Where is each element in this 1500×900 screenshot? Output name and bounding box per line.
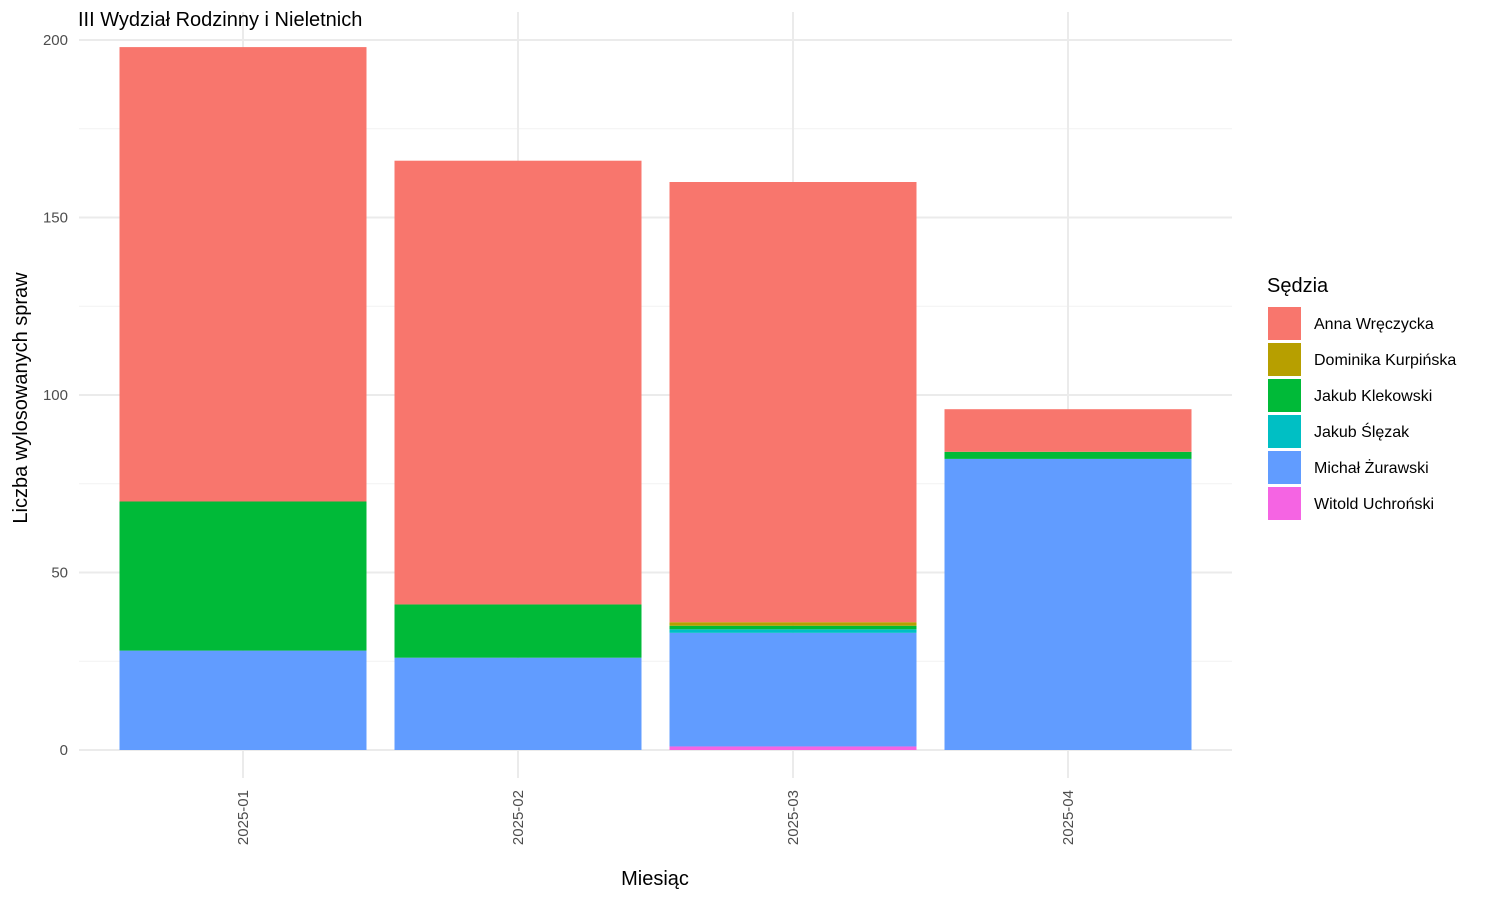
x-axis-ticks: 2025-01 2025-02 2025-03 2025-04 [235, 790, 1077, 845]
bar-segment-2025-03-jakub-klekowski [669, 625, 917, 630]
legend-label-jakub-klekowski: Jakub Klekowski [1314, 388, 1432, 405]
legend-key-dominika-kurpi-ska [1268, 343, 1301, 376]
legend: Sędzia Anna Wręczycka Dominika Kurpińska J… [1267, 275, 1456, 520]
y-tick-label: 150 [43, 210, 68, 227]
chart-title: III Wydział Rodzinny i Nieletnich [78, 9, 362, 31]
legend-label-micha-urawski: Michał Żurawski [1314, 458, 1429, 477]
y-tick-label: 50 [51, 565, 68, 582]
bar-segment-2025-02-micha-urawski [394, 657, 642, 750]
bar-segment-2025-04-jakub-klekowski [944, 451, 1192, 459]
bar-segment-2025-02-anna-wr-czycka [394, 160, 642, 605]
y-tick-label: 0 [60, 742, 68, 759]
y-axis-ticks: 0 50 100 150 200 [43, 32, 68, 759]
bar-segment-2025-03-dominika-kurpi-ska [669, 622, 917, 626]
bar-segment-2025-04-anna-wr-czycka [944, 409, 1192, 452]
legend-key-micha-urawski [1268, 451, 1301, 484]
bar-segment-2025-04-micha-urawski [944, 458, 1192, 750]
bar-segment-2025-01-anna-wr-czycka [119, 47, 367, 502]
legend-key-jakub-l-zak [1268, 415, 1301, 448]
bar-segment-2025-02-jakub-klekowski [394, 604, 642, 658]
legend-label-dominika-kurpi-ska: Dominika Kurpińska [1314, 352, 1456, 369]
legend-label-anna-wr-czycka: Anna Wręczycka [1314, 316, 1434, 333]
y-tick-label: 100 [43, 387, 68, 404]
x-tick-label: 2025-02 [510, 790, 527, 845]
legend-label-jakub-l-zak: Jakub Ślęzak [1314, 422, 1410, 441]
legend-key-jakub-klekowski [1268, 379, 1301, 412]
bar-segment-2025-01-micha-urawski [119, 650, 367, 750]
x-tick-label: 2025-04 [1060, 790, 1077, 845]
bar-segment-2025-03-jakub-l-zak [669, 629, 917, 633]
x-tick-label: 2025-03 [785, 790, 802, 845]
bar-segment-2025-03-witold-uchro-ski [669, 746, 917, 750]
legend-title: Sędzia [1267, 275, 1329, 297]
legend-key-anna-wr-czycka [1268, 307, 1301, 340]
bar-segment-2025-03-micha-urawski [669, 632, 917, 747]
legend-label-witold-uchro-ski: Witold Uchroński [1314, 496, 1434, 513]
bar-segment-2025-01-jakub-klekowski [119, 501, 367, 651]
y-tick-label: 200 [43, 32, 68, 49]
bars [119, 47, 1192, 750]
legend-key-witold-uchro-ski [1268, 487, 1301, 520]
x-axis-title: Miesiąc [621, 868, 689, 890]
y-axis-title: Liczba wylosowanych spraw [10, 272, 32, 524]
bar-segment-2025-03-anna-wr-czycka [669, 182, 917, 623]
x-tick-label: 2025-01 [235, 790, 252, 845]
